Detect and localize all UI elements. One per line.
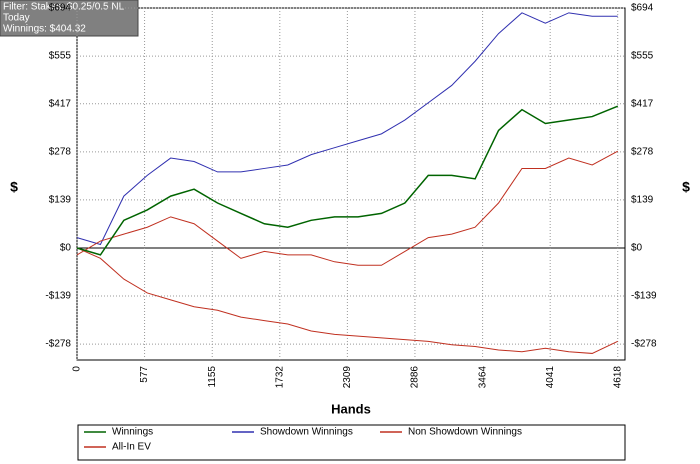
x-tick-label: 1155: [207, 366, 218, 388]
y2-tick-label: $417: [631, 98, 654, 109]
y-tick-label: $139: [49, 195, 72, 206]
legend-box: [77, 424, 626, 461]
x-tick-label: 4618: [612, 366, 623, 389]
y2-tick-label: $139: [631, 195, 654, 206]
x-tick-label: 4041: [545, 366, 556, 389]
filter-text: Winnings: $404.32: [3, 24, 86, 35]
series-line: [76, 12, 618, 246]
y2-tick-label: -$139: [631, 291, 657, 302]
series-line: [76, 150, 618, 266]
y2-tick-label: $694: [631, 3, 654, 14]
filter-box: [0, 0, 139, 37]
y-tick-label: $0: [60, 243, 72, 254]
legend-label: All-In EV: [112, 442, 151, 453]
y2-tick-label: $278: [631, 146, 654, 157]
y-tick-label: -$278: [45, 339, 71, 350]
y2-tick-label: -$278: [631, 339, 657, 350]
filter-text: Filter: Stakes: $0.25/0.5 NL: [3, 2, 125, 13]
x-tick-label: 577: [139, 366, 150, 383]
x-axis-label: Hands: [331, 401, 371, 416]
y-tick-label: -$139: [45, 291, 71, 302]
y-tick-label: $417: [49, 98, 72, 109]
y2-axis-label: $: [682, 179, 690, 195]
y2-tick-label: $0: [631, 243, 643, 254]
y-tick-label: $694: [49, 3, 72, 14]
legend-label: Showdown Winnings: [260, 427, 353, 438]
y2-tick-label: $555: [631, 51, 654, 62]
series-line: [76, 247, 618, 354]
filter-text: Today: [3, 13, 30, 24]
x-tick-label: 2309: [342, 366, 353, 389]
series-line: [76, 105, 619, 256]
legend-label: Non Showdown Winnings: [408, 427, 522, 438]
x-tick-label: 3464: [477, 366, 488, 389]
x-tick-label: 0: [72, 366, 83, 372]
y-tick-label: $278: [49, 146, 72, 157]
y-tick-label: $555: [49, 51, 72, 62]
x-tick-label: 1732: [274, 366, 285, 389]
x-tick-label: 2886: [410, 366, 421, 389]
y-axis-label: $: [10, 179, 18, 195]
legend-label: Winnings: [112, 427, 153, 438]
